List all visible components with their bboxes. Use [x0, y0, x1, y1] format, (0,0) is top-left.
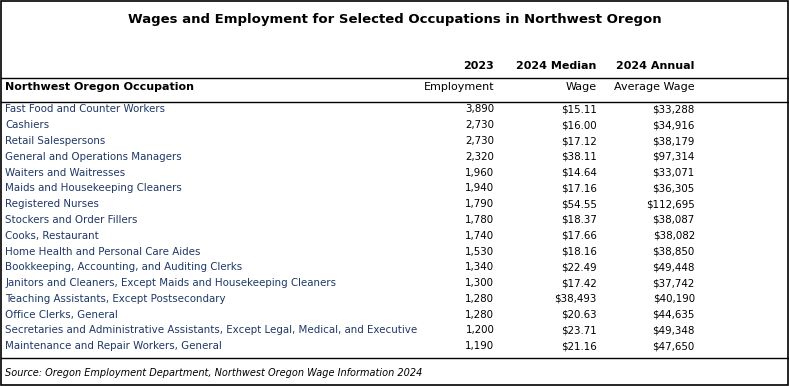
Text: 1,740: 1,740 — [466, 231, 495, 241]
Text: 2023: 2023 — [464, 61, 495, 71]
Text: $38,082: $38,082 — [653, 231, 695, 241]
Text: 1,190: 1,190 — [466, 341, 495, 351]
Text: Office Clerks, General: Office Clerks, General — [6, 310, 118, 320]
Text: Secretaries and Administrative Assistants, Except Legal, Medical, and Executive: Secretaries and Administrative Assistant… — [6, 325, 417, 335]
Text: $15.11: $15.11 — [561, 105, 596, 115]
Text: Waiters and Waitresses: Waiters and Waitresses — [6, 168, 125, 178]
Text: Northwest Oregon Occupation: Northwest Oregon Occupation — [6, 82, 194, 92]
Text: 3,890: 3,890 — [466, 105, 495, 115]
Text: 1,940: 1,940 — [466, 183, 495, 193]
Text: $54.55: $54.55 — [561, 199, 596, 209]
Text: $18.16: $18.16 — [561, 247, 596, 257]
Text: $49,348: $49,348 — [653, 325, 695, 335]
Text: 1,530: 1,530 — [466, 247, 495, 257]
Text: Average Wage: Average Wage — [614, 82, 695, 92]
Text: $34,916: $34,916 — [653, 120, 695, 130]
Text: $37,742: $37,742 — [653, 278, 695, 288]
Text: $33,288: $33,288 — [653, 105, 695, 115]
Text: $38.11: $38.11 — [561, 152, 596, 162]
Text: 1,960: 1,960 — [466, 168, 495, 178]
Text: Janitors and Cleaners, Except Maids and Housekeeping Cleaners: Janitors and Cleaners, Except Maids and … — [6, 278, 336, 288]
Text: $17.66: $17.66 — [561, 231, 596, 241]
Text: Maintenance and Repair Workers, General: Maintenance and Repair Workers, General — [6, 341, 222, 351]
Text: 1,300: 1,300 — [466, 278, 495, 288]
Text: Teaching Assistants, Except Postsecondary: Teaching Assistants, Except Postsecondar… — [6, 294, 226, 304]
Text: $17.12: $17.12 — [561, 136, 596, 146]
Text: $22.49: $22.49 — [561, 262, 596, 272]
Text: $38,493: $38,493 — [554, 294, 596, 304]
Text: Stockers and Order Fillers: Stockers and Order Fillers — [6, 215, 138, 225]
Text: 2,320: 2,320 — [466, 152, 495, 162]
Text: 1,780: 1,780 — [466, 215, 495, 225]
Text: $16.00: $16.00 — [561, 120, 596, 130]
Text: 1,340: 1,340 — [466, 262, 495, 272]
Text: 2,730: 2,730 — [466, 136, 495, 146]
Text: $97,314: $97,314 — [653, 152, 695, 162]
Text: $38,179: $38,179 — [653, 136, 695, 146]
Text: $21.16: $21.16 — [561, 341, 596, 351]
Text: 2,730: 2,730 — [466, 120, 495, 130]
Text: 1,790: 1,790 — [466, 199, 495, 209]
Text: Wages and Employment for Selected Occupations in Northwest Oregon: Wages and Employment for Selected Occupa… — [128, 13, 661, 26]
Text: Cooks, Restaurant: Cooks, Restaurant — [6, 231, 99, 241]
Text: 1,280: 1,280 — [466, 294, 495, 304]
Text: 2024 Annual: 2024 Annual — [616, 61, 695, 71]
Text: 2024 Median: 2024 Median — [516, 61, 596, 71]
Text: $18.37: $18.37 — [561, 215, 596, 225]
Text: Wage: Wage — [566, 82, 596, 92]
Text: $112,695: $112,695 — [646, 199, 695, 209]
Text: Home Health and Personal Care Aides: Home Health and Personal Care Aides — [6, 247, 200, 257]
Text: $20.63: $20.63 — [561, 310, 596, 320]
Text: Bookkeeping, Accounting, and Auditing Clerks: Bookkeeping, Accounting, and Auditing Cl… — [6, 262, 242, 272]
Text: 1,200: 1,200 — [466, 325, 495, 335]
Text: $14.64: $14.64 — [561, 168, 596, 178]
Text: $23.71: $23.71 — [561, 325, 596, 335]
Text: Employment: Employment — [424, 82, 495, 92]
Text: $36,305: $36,305 — [653, 183, 695, 193]
Text: 1,280: 1,280 — [466, 310, 495, 320]
Text: Fast Food and Counter Workers: Fast Food and Counter Workers — [6, 105, 166, 115]
Text: Cashiers: Cashiers — [6, 120, 50, 130]
Text: $38,850: $38,850 — [653, 247, 695, 257]
Text: $17.16: $17.16 — [561, 183, 596, 193]
Text: Registered Nurses: Registered Nurses — [6, 199, 99, 209]
Text: $17.42: $17.42 — [561, 278, 596, 288]
Text: General and Operations Managers: General and Operations Managers — [6, 152, 182, 162]
Text: $33,071: $33,071 — [653, 168, 695, 178]
Text: $44,635: $44,635 — [653, 310, 695, 320]
Text: Maids and Housekeeping Cleaners: Maids and Housekeeping Cleaners — [6, 183, 182, 193]
Text: $49,448: $49,448 — [653, 262, 695, 272]
Text: $38,087: $38,087 — [653, 215, 695, 225]
Text: $47,650: $47,650 — [653, 341, 695, 351]
Text: Source: Oregon Employment Department, Northwest Oregon Wage Information 2024: Source: Oregon Employment Department, No… — [6, 368, 423, 378]
Text: $40,190: $40,190 — [653, 294, 695, 304]
Text: Retail Salespersons: Retail Salespersons — [6, 136, 106, 146]
